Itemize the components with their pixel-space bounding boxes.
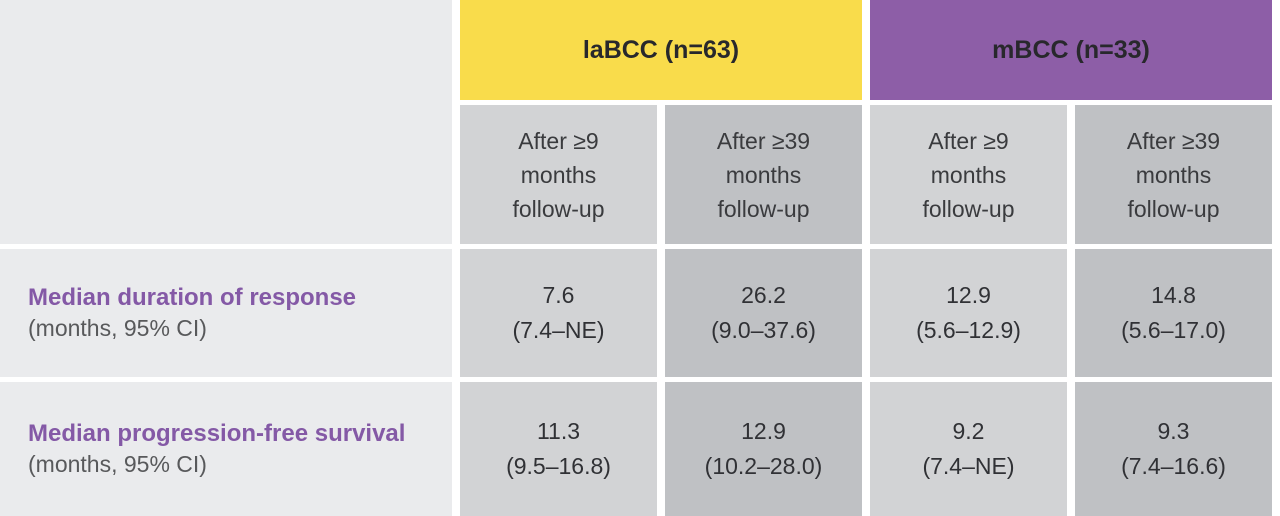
cell-pfs-mbcc-9mo: 9.2 (7.4–NE): [870, 382, 1067, 516]
cell-value: 11.3: [536, 418, 581, 444]
cell-value: 12.9: [741, 418, 786, 444]
cell-value: 9.3: [1157, 418, 1190, 444]
cell-ci: (5.6–17.0): [1121, 317, 1226, 343]
cell-dor-labcc-9mo: 7.6 (7.4–NE): [460, 249, 657, 377]
cell-dor-labcc-39mo: 26.2 (9.0–37.6): [665, 249, 862, 377]
subheader-labcc-39mo: After ≥39 months follow-up: [665, 105, 862, 244]
row-label-units: (months, 95% CI): [28, 451, 207, 477]
cell-value: 12.9: [946, 282, 991, 308]
cell-ci: (9.0–37.6): [711, 317, 816, 343]
cell-pfs-labcc-39mo: 12.9 (10.2–28.0): [665, 382, 862, 516]
row-label-duration-of-response: Median duration of response (months, 95%…: [0, 249, 452, 377]
cell-dor-mbcc-39mo: 14.8 (5.6–17.0): [1075, 249, 1272, 377]
group-header-labcc: laBCC (n=63): [460, 0, 862, 100]
cell-ci: (5.6–12.9): [916, 317, 1021, 343]
cell-pfs-labcc-9mo: 11.3 (9.5–16.8): [460, 382, 657, 516]
group-header-mbcc: mBCC (n=33): [870, 0, 1272, 100]
cell-ci: (7.4–NE): [922, 453, 1015, 479]
row-label-units: (months, 95% CI): [28, 315, 207, 341]
row-label-progression-free-survival: Median progression-free survival (months…: [0, 382, 452, 516]
corner-cell: [0, 0, 452, 244]
subheader-mbcc-39mo: After ≥39 months follow-up: [1075, 105, 1272, 244]
row-label-main: Median duration of response: [28, 284, 357, 311]
row-label-main: Median progression-free survival: [28, 420, 406, 447]
cell-value: 7.6: [542, 282, 575, 308]
cell-dor-mbcc-9mo: 12.9 (5.6–12.9): [870, 249, 1067, 377]
cell-value: 14.8: [1151, 282, 1196, 308]
cell-value: 26.2: [741, 282, 786, 308]
cell-pfs-mbcc-39mo: 9.3 (7.4–16.6): [1075, 382, 1272, 516]
cell-ci: (7.4–NE): [512, 317, 605, 343]
cell-value: 9.2: [952, 418, 985, 444]
cell-ci: (9.5–16.8): [506, 453, 611, 479]
cell-ci: (10.2–28.0): [704, 453, 823, 479]
subheader-labcc-9mo: After ≥9 months follow-up: [460, 105, 657, 244]
subheader-mbcc-9mo: After ≥9 months follow-up: [870, 105, 1067, 244]
cell-ci: (7.4–16.6): [1121, 453, 1226, 479]
